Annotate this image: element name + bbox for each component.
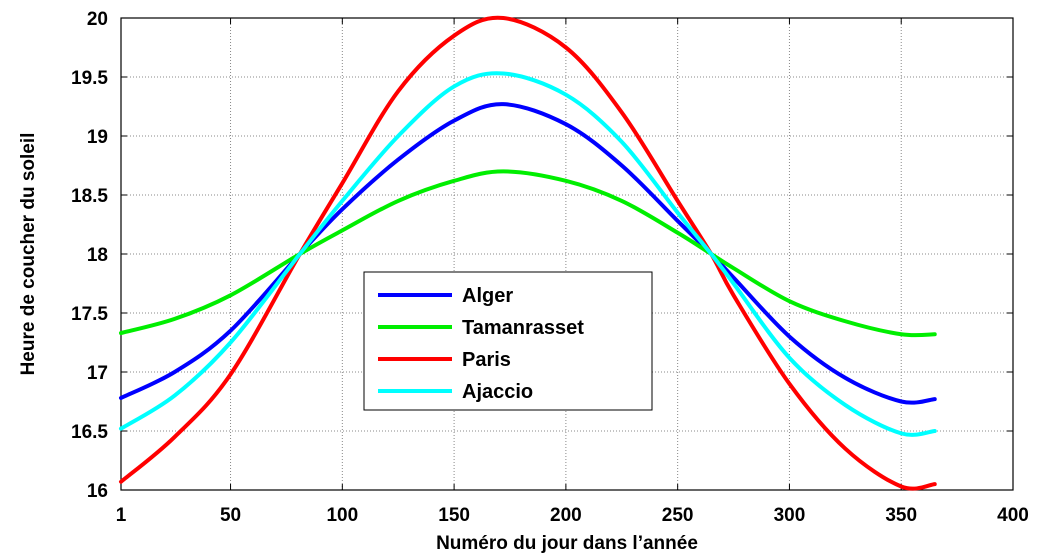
y-tick-label: 19 <box>87 127 108 148</box>
y-axis-label: Heure de coucher du soleil <box>18 133 39 376</box>
x-axis-label: Numéro du jour dans l’année <box>436 533 698 554</box>
y-tick-label: 19.5 <box>71 68 108 89</box>
x-tick-label: 400 <box>997 505 1029 526</box>
series-lines <box>119 15 937 491</box>
legend-label-paris: Paris <box>462 349 511 371</box>
y-tick-label: 16 <box>87 481 108 502</box>
legend-label-ajaccio: Ajaccio <box>462 381 533 403</box>
grid-lines <box>121 18 1013 490</box>
x-tick-label: 300 <box>774 505 806 526</box>
x-tick-label: 350 <box>885 505 917 526</box>
x-axis-ticks: 1 50 100 150 200 250 300 350 400 <box>116 18 1029 526</box>
x-tick-label: 250 <box>662 505 694 526</box>
plot-area-frame <box>120 17 1014 491</box>
y-tick-label: 18 <box>87 245 108 266</box>
series-line-ajaccio <box>119 71 937 437</box>
y-tick-label: 17 <box>87 363 108 384</box>
legend: Alger Tamanrasset Paris Ajaccio <box>363 271 653 411</box>
y-tick-label: 16.5 <box>71 422 108 443</box>
legend-label-alger: Alger <box>462 285 513 307</box>
y-tick-label: 20 <box>87 9 108 30</box>
x-tick-label: 200 <box>550 505 582 526</box>
series-line-paris <box>119 15 937 491</box>
series-line-alger <box>119 102 937 405</box>
y-tick-label: 17.5 <box>71 304 108 325</box>
series-line-tamanrasset <box>119 169 937 338</box>
x-tick-label: 100 <box>326 505 358 526</box>
legend-label-tamanrasset: Tamanrasset <box>462 317 584 339</box>
y-axis-ticks: 16 16.5 17 17.5 18 18.5 19 19.5 20 <box>71 9 1013 502</box>
y-tick-label: 18.5 <box>71 186 108 207</box>
x-tick-label: 150 <box>438 505 470 526</box>
x-tick-label: 1 <box>116 505 127 526</box>
x-tick-label: 50 <box>220 505 241 526</box>
